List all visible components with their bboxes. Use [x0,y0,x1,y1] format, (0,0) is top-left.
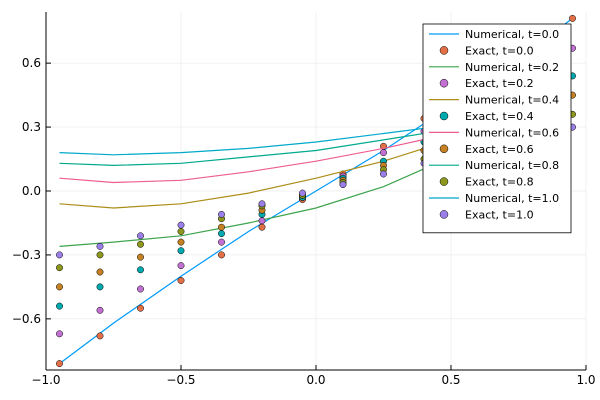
legend-label: Exact, t=0.0 [465,44,534,57]
legend-label: Numerical, t=0.8 [465,159,559,172]
data-point [177,221,185,229]
data-point [177,247,185,255]
series-line [59,128,452,167]
data-point [380,170,387,178]
data-point [380,149,387,157]
data-point [137,285,144,293]
legend-item: Numerical, t=0.4 [429,94,559,107]
data-point [218,238,225,246]
x-tick-label: 0.0 [306,373,325,387]
legend-item: Numerical, t=0.2 [429,61,559,74]
data-point [339,181,347,189]
series-numerical-t-0-4 [59,139,452,209]
data-point [56,330,63,338]
legend-swatch-marker [439,78,449,88]
legend-label: Numerical, t=0.2 [465,61,559,74]
legend-swatch-marker [439,111,449,121]
data-point [56,360,63,368]
data-point [56,251,63,259]
data-point [56,264,63,272]
series-line [59,132,452,184]
y-tick-label: 0.6 [22,56,41,70]
data-point [258,200,266,208]
legend-item: Numerical, t=0.0 [429,28,559,41]
data-point [137,253,144,261]
series-line [59,156,452,247]
data-point [258,217,266,225]
data-point [96,268,104,276]
x-tick-label: 1.0 [576,373,595,387]
legend-label: Numerical, t=0.6 [465,126,559,139]
legend-item: Exact, t=0.6 [439,143,534,156]
data-point [218,210,225,218]
series-line [59,124,452,156]
legend-label: Exact, t=0.2 [465,77,534,90]
data-point [137,240,144,248]
data-point [96,251,104,259]
data-point [56,302,63,310]
legend-label: Numerical, t=0.0 [465,28,559,41]
legend-label: Exact, t=1.0 [465,208,534,221]
legend-label: Exact, t=0.8 [465,176,534,189]
legend-item: Exact, t=0.0 [439,44,534,57]
data-point [96,332,104,340]
data-point [299,189,306,197]
data-point [137,304,144,312]
legend-swatch-marker [439,210,449,219]
x-tick-label: −1.0 [31,373,60,387]
tick-labels: −1.0 −0.5 0.0 0.5 1.0 −0.6 −0.3 0.0 0.3 0.6 [12,56,596,387]
series-numerical-t-0-6 [59,132,452,184]
series-line [59,139,452,209]
y-tick-label: 0.0 [22,184,41,198]
data-point [96,306,104,314]
data-point [218,251,225,259]
data-point [177,238,185,246]
y-tick-label: 0.3 [22,120,41,134]
data-point [96,283,104,291]
data-point [177,277,185,284]
data-point [137,232,144,240]
series-numerical-t-0-2 [59,156,452,247]
legend-item: Exact, t=0.4 [439,110,534,123]
data-point [218,230,225,238]
series-numerical-t-1-0 [59,124,452,156]
legend-item: Exact, t=0.2 [439,77,534,90]
legend-item: Exact, t=0.8 [439,176,534,189]
x-tick-label: 0.5 [441,373,460,387]
data-point [258,223,266,231]
x-tick-label: −0.5 [166,373,195,387]
series-numerical-t-0-8 [59,128,452,167]
legend-swatch-marker [439,177,449,186]
data-point [218,223,225,231]
data-point [177,262,185,270]
legend-item: Numerical, t=0.6 [429,126,559,139]
data-point [137,266,144,274]
legend-item: Numerical, t=1.0 [429,192,559,205]
data-point [569,14,576,22]
legend-label: Exact, t=0.6 [465,143,534,156]
legend-item: Numerical, t=0.8 [429,159,559,172]
data-point [177,228,185,235]
legend-label: Numerical, t=0.4 [465,94,559,107]
axes [45,12,587,371]
legend-label: Numerical, t=1.0 [465,192,559,205]
legend-swatch-marker [439,46,449,55]
legend-item: Exact, t=1.0 [439,208,534,221]
data-point [56,283,63,291]
legend: Numerical, t=0.0 Exact, t=0.0 Numerical, t… [422,23,572,234]
legend-label: Exact, t=0.4 [465,110,534,123]
data-point [96,242,104,250]
y-tick-label: −0.3 [12,248,41,262]
legend-swatch-marker [439,144,449,154]
y-tick-label: −0.6 [12,312,41,326]
